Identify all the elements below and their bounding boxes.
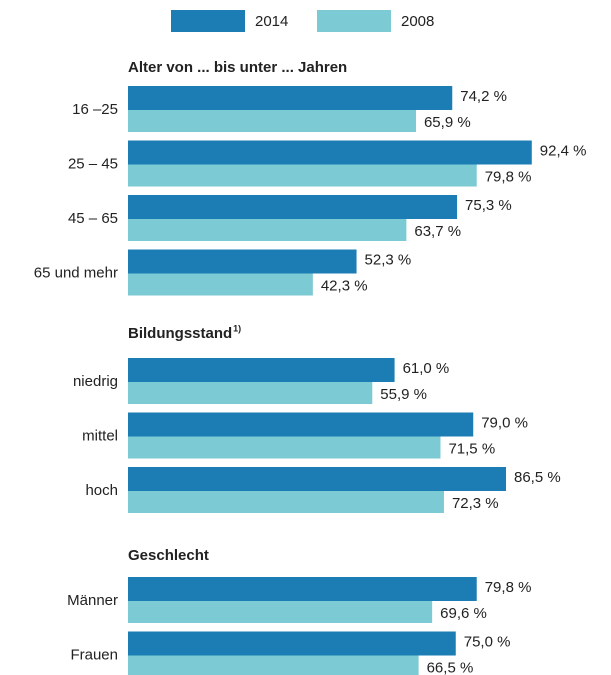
bar xyxy=(128,140,532,165)
category-label: 25 – 45 xyxy=(68,155,118,172)
bar xyxy=(128,249,357,274)
bar xyxy=(128,601,433,623)
value-label: 61,0 % xyxy=(403,360,450,377)
value-label: 74,2 % xyxy=(460,88,507,105)
value-label: 79,0 % xyxy=(481,414,528,431)
section-title: Alter von ... bis unter ... Jahren xyxy=(128,59,347,76)
bar xyxy=(128,273,313,296)
footnote-mark: 1) xyxy=(233,323,241,333)
section-title: Geschlecht xyxy=(128,547,209,564)
value-label: 75,3 % xyxy=(465,197,512,214)
value-label: 52,3 % xyxy=(365,251,412,268)
value-label: 79,8 % xyxy=(485,579,532,596)
value-label: 65,9 % xyxy=(424,114,471,131)
value-label: 63,7 % xyxy=(414,223,461,240)
bar xyxy=(128,86,453,110)
value-label: 92,4 % xyxy=(540,142,587,159)
legend-swatch xyxy=(317,10,391,32)
value-label: 69,6 % xyxy=(440,605,487,622)
bar xyxy=(128,655,419,675)
section-title: Bildungsstand xyxy=(128,325,232,342)
category-label: mittel xyxy=(82,427,118,444)
value-label: 72,3 % xyxy=(452,495,499,512)
category-label: hoch xyxy=(85,482,118,499)
category-label: Frauen xyxy=(70,646,118,663)
bar xyxy=(128,631,456,656)
bar xyxy=(128,382,373,404)
value-label: 66,5 % xyxy=(427,659,474,675)
legend-swatch xyxy=(171,10,245,32)
bar xyxy=(128,436,441,459)
legend-label: 2008 xyxy=(401,13,434,30)
category-label: Männer xyxy=(67,592,118,609)
category-label: 45 – 65 xyxy=(68,210,118,227)
category-label: 65 und mehr xyxy=(34,264,118,281)
bar xyxy=(128,491,444,513)
bar xyxy=(128,412,474,437)
category-label: 16 –25 xyxy=(72,101,118,118)
bar xyxy=(128,577,477,601)
bar xyxy=(128,195,458,219)
bar xyxy=(128,358,395,382)
bar xyxy=(128,164,477,187)
value-label: 75,0 % xyxy=(464,633,511,650)
value-label: 42,3 % xyxy=(321,277,368,294)
value-label: 79,8 % xyxy=(485,168,532,185)
bar xyxy=(128,467,507,491)
bar xyxy=(128,219,407,241)
value-label: 71,5 % xyxy=(448,440,495,457)
legend-label: 2014 xyxy=(255,13,288,30)
bar xyxy=(128,110,416,132)
category-label: niedrig xyxy=(73,373,118,390)
value-label: 86,5 % xyxy=(514,469,561,486)
value-label: 55,9 % xyxy=(380,386,427,403)
